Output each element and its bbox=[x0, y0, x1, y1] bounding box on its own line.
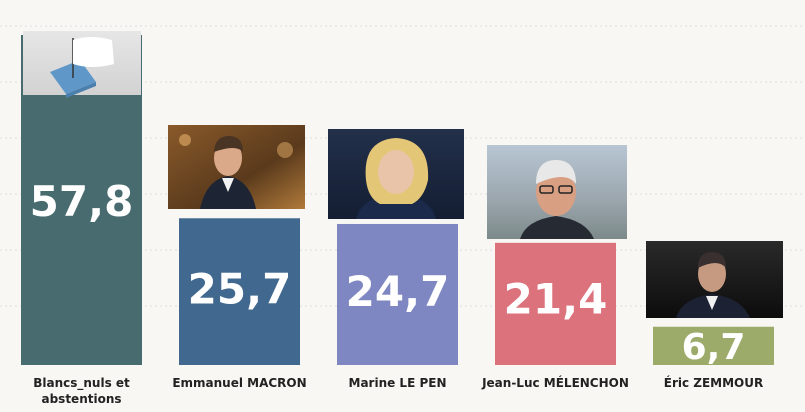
portrait-photo-melenchon bbox=[487, 145, 627, 239]
portrait-photo-macron bbox=[168, 125, 305, 209]
bar-value-label: 21,4 bbox=[504, 275, 608, 324]
bar-4 bbox=[495, 242, 616, 365]
bar-5 bbox=[653, 326, 774, 365]
ballot-box-white-flag-icon bbox=[23, 31, 141, 98]
category-label: Marine LE PEN bbox=[348, 376, 447, 390]
bar-value-label: 25,7 bbox=[188, 264, 292, 313]
category-label: Emmanuel MACRON bbox=[172, 376, 307, 390]
bar-value-label: 24,7 bbox=[346, 267, 450, 316]
category-label: Jean-Luc MÉLENCHON bbox=[482, 376, 629, 390]
category-label: Éric ZEMMOUR bbox=[663, 376, 764, 390]
category-label: Blancs_nuls et abstentions bbox=[33, 376, 130, 406]
bar-value-label: 57,8 bbox=[30, 177, 134, 226]
portrait-photo-le-pen bbox=[328, 129, 464, 219]
bar-value-label: 6,7 bbox=[682, 327, 746, 368]
bar-2 bbox=[179, 218, 300, 365]
bar-3 bbox=[337, 223, 458, 365]
portrait-photo-zemmour bbox=[646, 241, 783, 318]
